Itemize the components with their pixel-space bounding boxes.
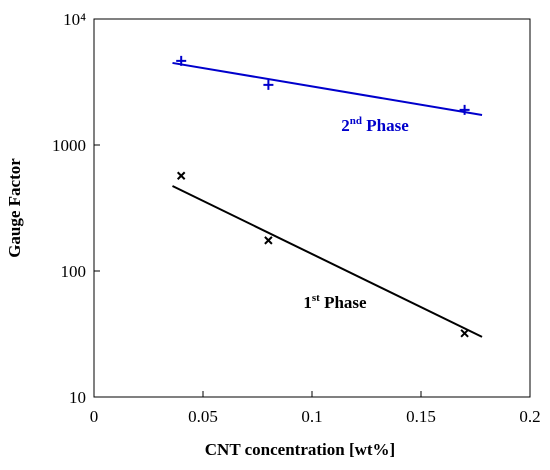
- annotation-part: nd: [350, 115, 362, 127]
- annotation-part: Phase: [320, 293, 367, 312]
- x-tick-label: 0: [90, 407, 99, 426]
- y-axis-label: Gauge Factor: [5, 158, 24, 258]
- data-point: [459, 104, 470, 115]
- data-point: [264, 236, 273, 245]
- annotation: 1st Phase: [303, 292, 367, 312]
- annotation-part: 2: [341, 116, 350, 135]
- y-tick-label: 1000: [52, 136, 86, 155]
- plot-frame: [93, 18, 531, 398]
- fit-line: [172, 185, 483, 338]
- fit-line: [172, 61, 483, 116]
- annotation: 2nd Phase: [341, 115, 409, 135]
- y-tick-label: 10: [69, 388, 86, 407]
- x-tick-label: 0.15: [406, 407, 436, 426]
- data-point: [176, 171, 186, 180]
- x-tick-label: 0.05: [188, 407, 218, 426]
- x-tick-label: 0.1: [301, 407, 322, 426]
- y-tick-label: 10⁴: [63, 10, 86, 29]
- data-point: [176, 55, 187, 66]
- annotation-part: 1: [303, 293, 312, 312]
- x-axis-label: CNT concentration [wt%]: [205, 440, 395, 459]
- annotation-part: st: [312, 292, 320, 304]
- data-point: [263, 79, 274, 90]
- y-tick-label: 100: [61, 262, 87, 281]
- annotation-part: Phase: [362, 116, 409, 135]
- data-point: [460, 329, 469, 338]
- x-tick-label: 0.2: [519, 407, 540, 426]
